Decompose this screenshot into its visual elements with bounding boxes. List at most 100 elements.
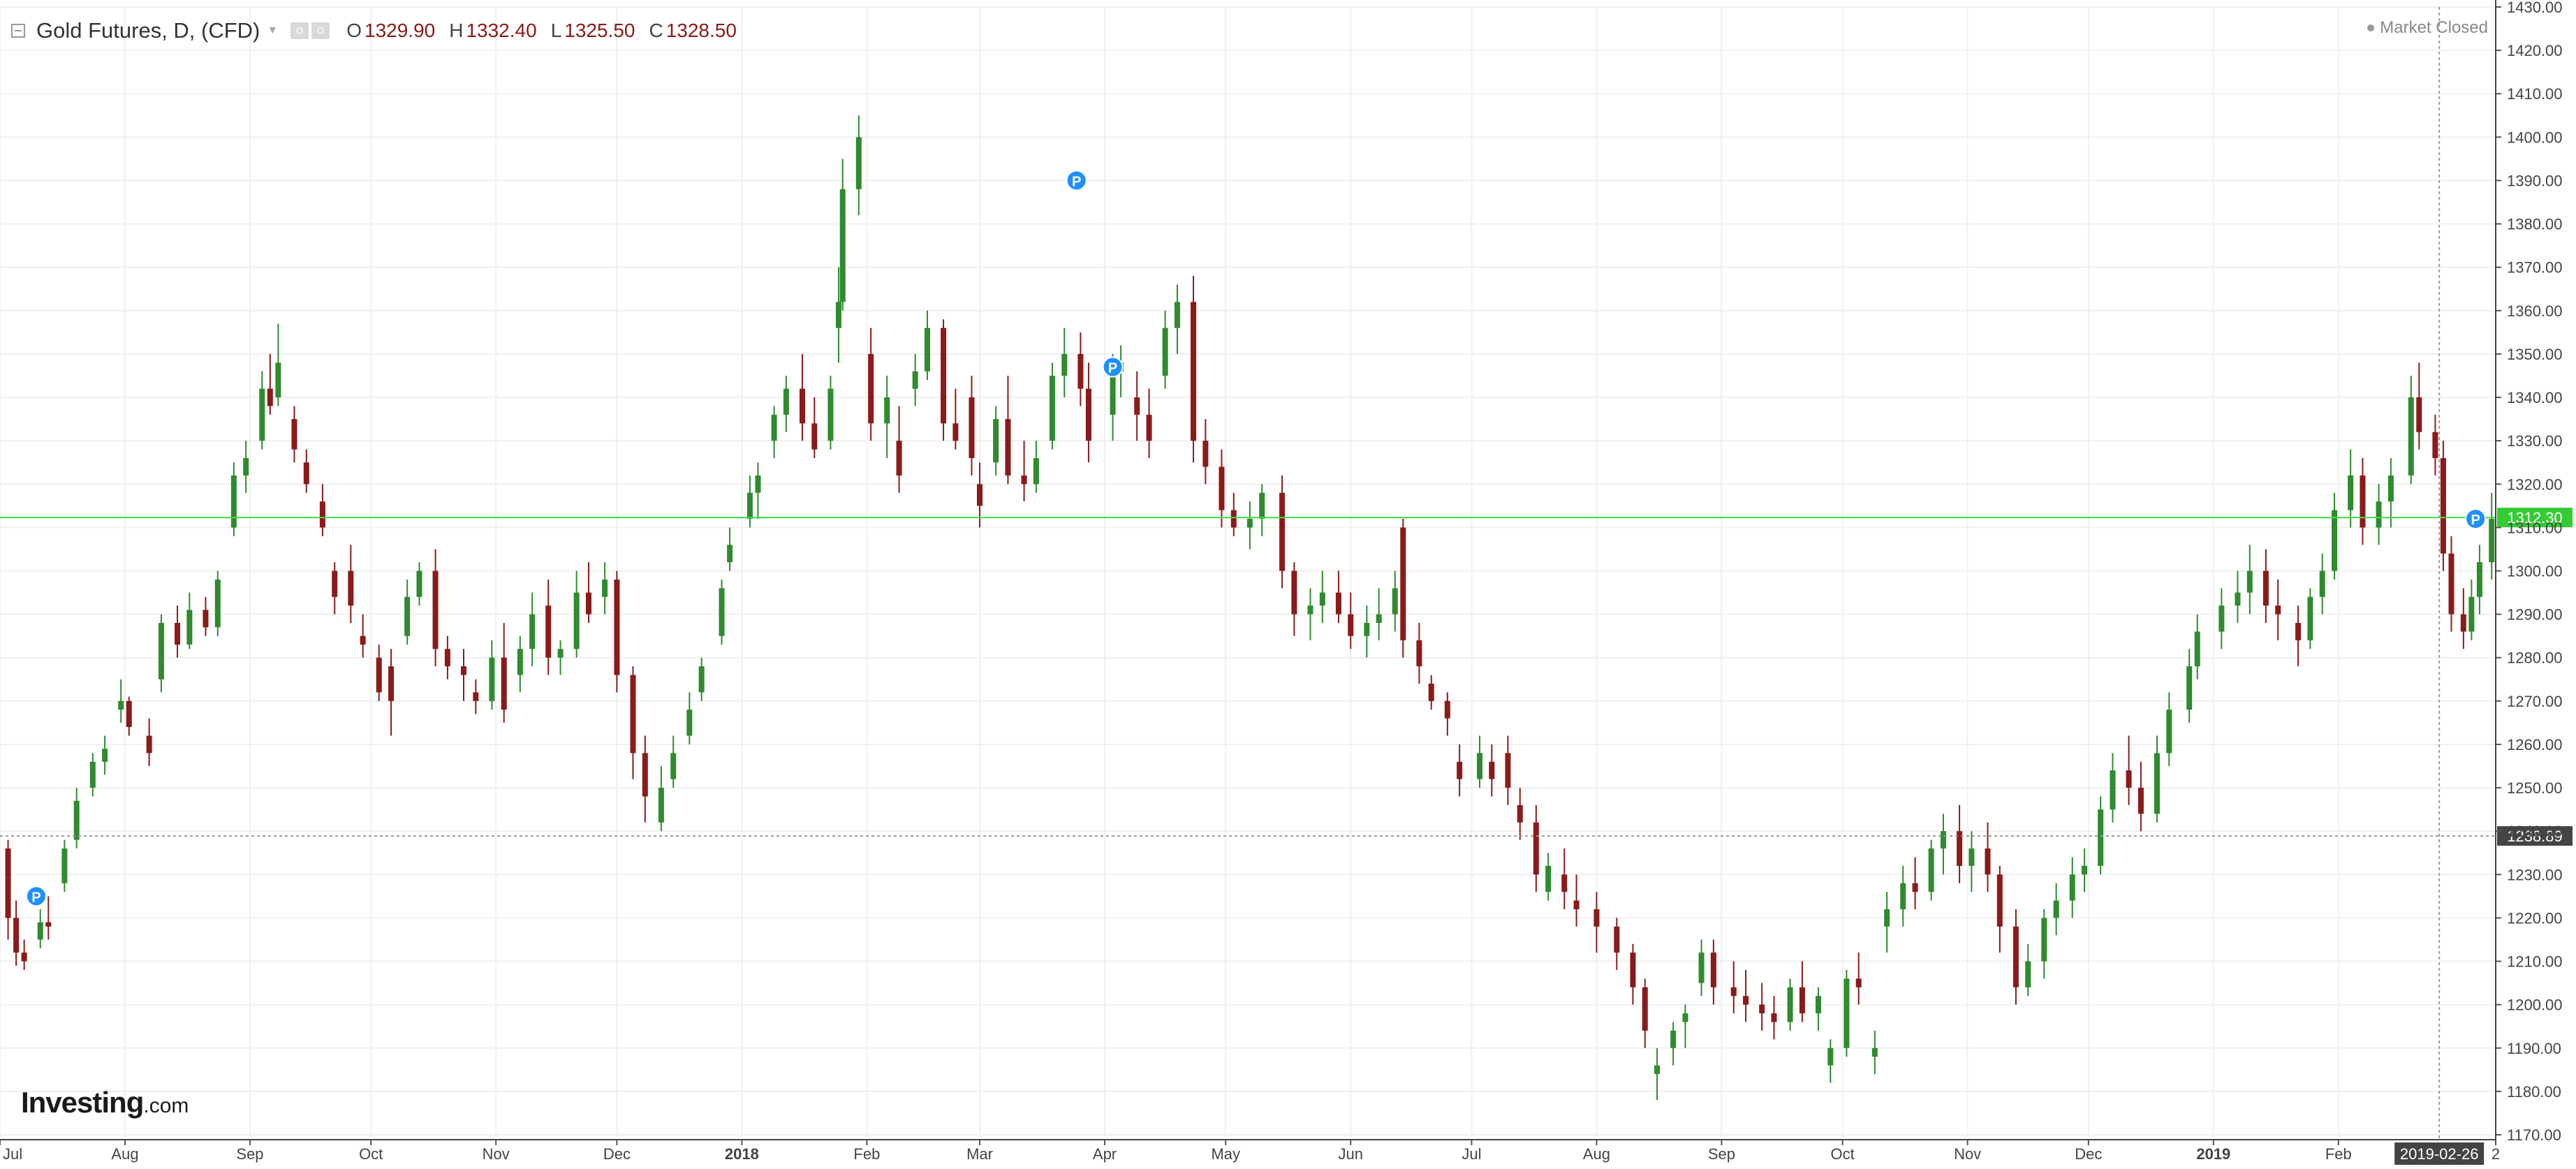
- candle-body: [827, 388, 834, 441]
- eye-icon[interactable]: [290, 22, 309, 39]
- x-tick-label: Jun: [1338, 1145, 1362, 1163]
- candle-body: [45, 922, 52, 927]
- candle-body: [2440, 458, 2446, 554]
- x-tick-label: Dec: [2075, 1145, 2102, 1163]
- candles-layer: [5, 115, 2495, 1101]
- candle-body: [473, 692, 479, 701]
- candle-body: [1642, 987, 1648, 1031]
- chevron-down-icon[interactable]: ▼: [267, 24, 279, 36]
- candle-body: [432, 571, 439, 649]
- candle-body: [630, 675, 636, 753]
- candle-body: [332, 571, 338, 597]
- candle-body: [1730, 987, 1737, 997]
- candle-body: [259, 388, 265, 441]
- candle-body: [1928, 848, 1934, 892]
- y-tick-label: 1220.00: [2507, 909, 2563, 927]
- candle-body: [1219, 466, 1225, 510]
- x-tick-label: Sep: [1708, 1145, 1735, 1163]
- collapse-icon[interactable]: [11, 24, 25, 38]
- crosshair-date-tag: [2394, 1142, 2485, 1165]
- pin-marker-label: P: [1108, 361, 1117, 376]
- candle-body: [2137, 788, 2144, 814]
- candle-body: [2218, 605, 2225, 632]
- candle-body: [614, 579, 620, 675]
- x-tick-label: Mar: [966, 1145, 993, 1163]
- candle-body: [1049, 375, 1055, 441]
- candle-body: [1698, 953, 1705, 983]
- candle-body: [1682, 1013, 1688, 1022]
- x-tick-label: 2018: [725, 1145, 759, 1163]
- candle-body: [1968, 848, 1975, 866]
- y-tick-label: 1400.00: [2507, 128, 2563, 146]
- x-tick-label: Feb: [2325, 1145, 2352, 1163]
- y-tick-label: 1340.00: [2507, 389, 2563, 406]
- candle-body: [1085, 388, 1091, 441]
- candle-body: [855, 137, 862, 189]
- candle-body: [1759, 1004, 1765, 1014]
- y-tick-label: 1170.00: [2507, 1126, 2561, 1144]
- candle-body: [275, 362, 281, 398]
- candle-body: [1505, 753, 1511, 788]
- pin-marker-icon: [1102, 356, 1124, 378]
- candle-body: [2082, 865, 2088, 875]
- x-tick-label: Aug: [111, 1145, 138, 1163]
- candle-body: [2194, 631, 2200, 667]
- candle-body: [1594, 909, 1600, 927]
- candle-body: [1827, 1047, 1834, 1066]
- symbol-title[interactable]: Gold Futures, D, (CFD): [36, 18, 260, 43]
- candle-body: [839, 189, 846, 302]
- y-tick-label: 1250.00: [2507, 779, 2563, 797]
- ohlc-low: L 1325.50: [550, 20, 635, 41]
- candle-body: [444, 649, 450, 667]
- y-tick-label: 1430.00: [2507, 0, 2563, 16]
- candle-body: [868, 353, 874, 424]
- candle-body: [1319, 592, 1325, 606]
- candle-body: [1335, 592, 1341, 615]
- candle-body: [1815, 996, 1821, 1014]
- candle-body: [799, 388, 805, 424]
- candle-body: [61, 848, 68, 883]
- ohlc-close: C 1328.50: [649, 20, 737, 41]
- candle-body: [1364, 623, 1370, 636]
- candle-body: [1884, 909, 1890, 927]
- y-tick-label: 1240.00: [2507, 823, 2563, 840]
- y-tick-label: 1210.00: [2507, 953, 2563, 971]
- candle-body: [1476, 753, 1482, 779]
- candle-body: [37, 922, 43, 940]
- candle-body: [1912, 883, 1918, 892]
- candle-body: [771, 414, 777, 441]
- candle-body: [1400, 527, 1406, 640]
- candle-body: [746, 492, 753, 519]
- candle-body: [1573, 900, 1580, 909]
- candle-body: [884, 397, 890, 424]
- x-tick-label: Oct: [1831, 1145, 1855, 1163]
- candle-body: [1614, 926, 1620, 953]
- pin-marker-label: P: [31, 890, 41, 905]
- candle-body: [811, 423, 818, 450]
- candle-body: [230, 475, 237, 528]
- ohlc-high: H 1332.40: [449, 20, 537, 41]
- candle-body: [1279, 492, 1286, 571]
- x-tick-label: Apr: [1093, 1145, 1117, 1163]
- settings-icon[interactable]: [311, 22, 330, 39]
- candle-body: [348, 571, 354, 606]
- y-tick-label: 1420.00: [2507, 42, 2563, 59]
- candle-body: [2408, 397, 2414, 476]
- candle-body: [1630, 953, 1636, 987]
- market-status: Market Closed: [2367, 18, 2488, 38]
- y-tick-label: 1380.00: [2507, 216, 2563, 233]
- investing-logo[interactable]: Investing.com: [21, 1086, 189, 1119]
- crosshair-price-tag: [2497, 826, 2573, 846]
- candle-body: [2489, 518, 2495, 563]
- candle-body: [1517, 804, 1523, 823]
- x-tick-label: 2: [2492, 1145, 2500, 1163]
- candle-body: [1376, 614, 1382, 624]
- y-tick-label: 1310.00: [2507, 519, 2563, 536]
- candle-body: [602, 579, 608, 597]
- candle-body: [2307, 596, 2313, 640]
- y-tick-label: 1190.00: [2507, 1040, 2561, 1057]
- x-tick-label: Dec: [603, 1145, 631, 1163]
- x-tick-label: May: [1211, 1145, 1240, 1163]
- candle-body: [243, 458, 249, 476]
